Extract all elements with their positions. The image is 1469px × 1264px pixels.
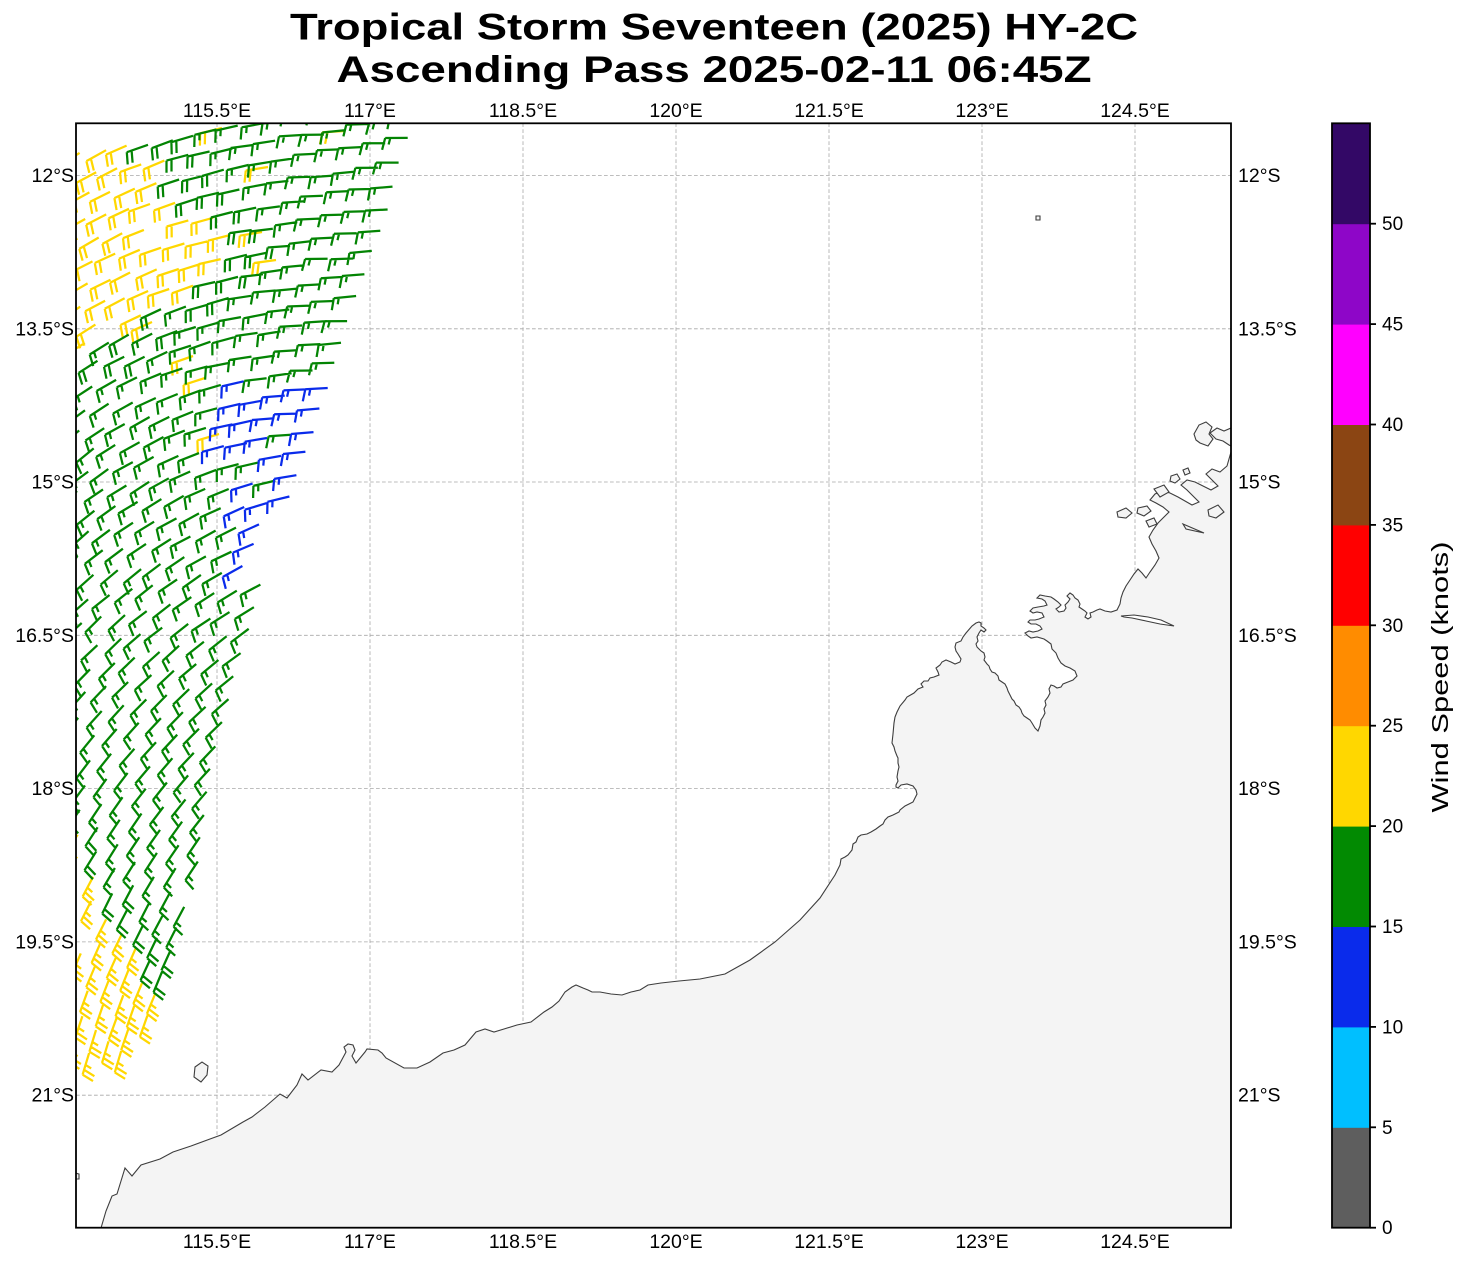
svg-text:25: 25 [1382,716,1403,737]
svg-text:21°S: 21°S [32,1085,75,1107]
svg-text:120°E: 120°E [649,1231,702,1253]
svg-text:12°S: 12°S [1238,165,1281,187]
svg-text:124.5°E: 124.5°E [1100,1231,1170,1253]
svg-text:123°E: 123°E [955,1231,1008,1253]
svg-text:45: 45 [1382,315,1403,336]
svg-text:0: 0 [1382,1218,1393,1239]
svg-text:117°E: 117°E [344,1231,396,1253]
svg-text:121.5°E: 121.5°E [794,100,864,122]
svg-text:115.5°E: 115.5°E [183,1231,251,1253]
svg-text:40: 40 [1382,415,1403,436]
svg-text:19.5°S: 19.5°S [15,931,74,953]
svg-text:123°E: 123°E [955,100,1008,122]
svg-text:15°S: 15°S [32,472,75,494]
svg-text:10: 10 [1382,1017,1403,1038]
svg-text:35: 35 [1382,515,1403,536]
svg-text:30: 30 [1382,616,1403,637]
svg-text:15: 15 [1382,917,1403,938]
svg-text:18°S: 18°S [1238,778,1281,800]
svg-text:18°S: 18°S [32,778,75,800]
svg-text:12°S: 12°S [32,165,75,187]
svg-text:121.5°E: 121.5°E [794,1231,864,1253]
svg-text:13.5°S: 13.5°S [15,318,74,340]
svg-text:Ascending Pass 2025-02-11 06:4: Ascending Pass 2025-02-11 06:45Z [337,49,1092,90]
svg-text:16.5°S: 16.5°S [1238,625,1297,647]
svg-text:16.5°S: 16.5°S [15,625,74,647]
svg-text:13.5°S: 13.5°S [1238,318,1297,340]
svg-text:15°S: 15°S [1238,472,1281,494]
svg-text:115.5°E: 115.5°E [183,100,251,122]
svg-text:5: 5 [1382,1118,1393,1139]
svg-text:Tropical Storm Seventeen (2025: Tropical Storm Seventeen (2025) HY-2C [290,7,1138,48]
svg-text:118.5°E: 118.5°E [489,100,557,122]
svg-text:19.5°S: 19.5°S [1238,931,1297,953]
svg-text:21°S: 21°S [1238,1085,1281,1107]
svg-text:118.5°E: 118.5°E [489,1231,557,1253]
svg-text:Wind Speed (knots): Wind Speed (knots) [1427,542,1453,813]
svg-text:124.5°E: 124.5°E [1100,100,1170,122]
svg-text:117°E: 117°E [344,100,396,122]
svg-text:20: 20 [1382,817,1403,838]
svg-text:120°E: 120°E [649,100,702,122]
svg-text:50: 50 [1382,214,1403,235]
